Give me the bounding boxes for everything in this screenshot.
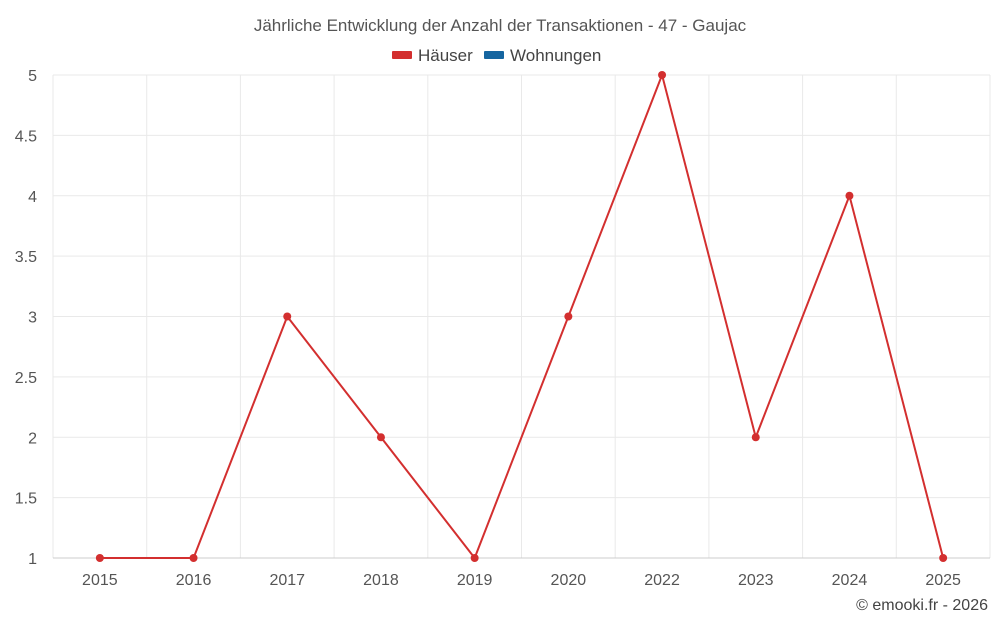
x-tick-label: 2025 [925,572,961,589]
x-tick-label: 2022 [644,572,680,589]
x-tick-label: 2018 [363,572,399,589]
y-tick-label: 4.5 [15,128,37,145]
x-tick-label: 2024 [832,572,868,589]
y-tick-label: 1 [28,551,37,568]
data-point[interactable] [189,554,198,562]
y-tick-label: 2.5 [15,370,37,387]
legend-swatch-houses [392,51,412,59]
x-tick-label: 2017 [269,572,305,589]
y-axis-ticks: 1 1.5 2 2.5 3 3.5 4 4.5 5 [15,68,37,568]
series-lines [99,74,945,559]
legend-item-houses[interactable]: Häuser [392,46,473,65]
legend-swatch-apartments [484,51,504,59]
series-points [95,71,948,562]
legend-label-houses: Häuser [418,46,473,65]
y-tick-label: 3 [28,310,37,327]
series-line-0 [99,74,945,559]
y-tick-label: 3.5 [15,249,37,266]
y-tick-label: 5 [28,68,37,85]
x-tick-label: 2020 [551,572,587,589]
y-tick-label: 4 [28,189,37,206]
data-point[interactable] [564,312,573,321]
y-tick-label: 1.5 [15,491,37,508]
x-axis-ticks: 2015 2016 2017 2018 2019 2020 2022 2023 2024 2025 [82,572,961,589]
legend-label-apartments: Wohnungen [510,46,601,65]
data-point[interactable] [283,312,292,321]
x-tick-label: 2023 [738,572,774,589]
legend-item-apartments[interactable]: Wohnungen [484,46,601,65]
data-point[interactable] [470,554,479,562]
x-tick-label: 2019 [457,572,493,589]
data-point[interactable] [658,71,667,79]
data-point[interactable] [751,433,760,442]
y-tick-label: 2 [28,430,37,447]
credit-text: © emooki.fr - 2026 [856,597,988,614]
legend: Häuser Wohnungen [392,46,601,65]
data-point[interactable] [939,554,948,562]
data-point[interactable] [376,433,385,442]
data-point[interactable] [95,554,104,562]
x-tick-label: 2016 [176,572,212,589]
data-point[interactable] [845,191,854,200]
x-tick-label: 2015 [82,572,118,589]
chart-title: Jährliche Entwicklung der Anzahl der Tra… [254,16,747,35]
